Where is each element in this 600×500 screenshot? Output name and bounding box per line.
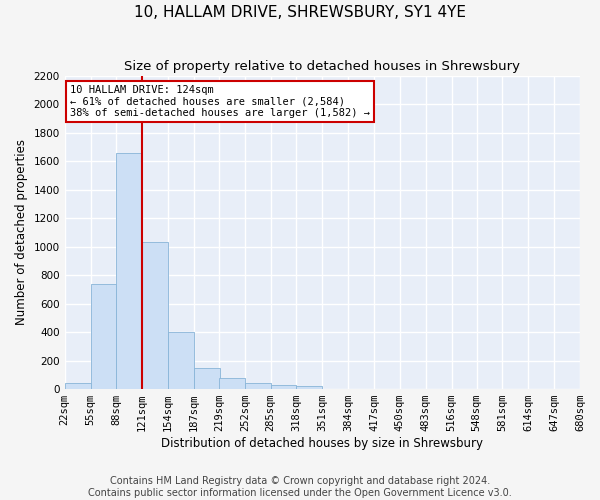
Bar	[168, 332, 194, 389]
Bar	[194, 368, 220, 389]
Bar	[296, 386, 322, 389]
Y-axis label: Number of detached properties: Number of detached properties	[15, 140, 28, 326]
X-axis label: Distribution of detached houses by size in Shrewsbury: Distribution of detached houses by size …	[161, 437, 484, 450]
Bar	[219, 378, 245, 389]
Bar	[142, 242, 168, 389]
Bar	[245, 384, 271, 389]
Text: 10 HALLAM DRIVE: 124sqm
← 61% of detached houses are smaller (2,584)
38% of semi: 10 HALLAM DRIVE: 124sqm ← 61% of detache…	[70, 85, 370, 118]
Bar	[65, 384, 91, 389]
Bar	[271, 385, 296, 389]
Text: Contains HM Land Registry data © Crown copyright and database right 2024.
Contai: Contains HM Land Registry data © Crown c…	[88, 476, 512, 498]
Bar	[116, 152, 142, 389]
Text: 10, HALLAM DRIVE, SHREWSBURY, SY1 4YE: 10, HALLAM DRIVE, SHREWSBURY, SY1 4YE	[134, 5, 466, 20]
Bar	[91, 284, 116, 389]
Title: Size of property relative to detached houses in Shrewsbury: Size of property relative to detached ho…	[124, 60, 520, 73]
